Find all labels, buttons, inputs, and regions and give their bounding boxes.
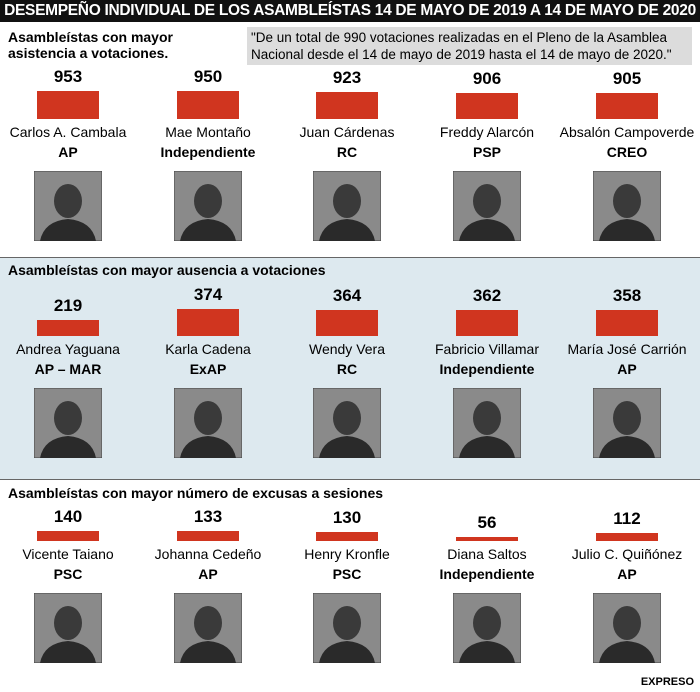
bar <box>316 309 378 336</box>
portrait <box>593 388 661 458</box>
party-label: Independiente <box>439 566 535 582</box>
portrait <box>34 388 102 458</box>
name-label: Carlos A. Cambala <box>9 124 127 140</box>
portrait <box>453 171 521 241</box>
section-title: Asambleístas con mayor ausencia a votaci… <box>8 262 326 278</box>
value-label: 358 <box>612 286 642 306</box>
portrait <box>174 388 242 458</box>
party-label: PSC <box>53 566 83 582</box>
portrait <box>34 593 102 663</box>
bar <box>456 536 518 541</box>
portrait <box>453 388 521 458</box>
value-label: 362 <box>472 285 502 305</box>
name-label: Juan Cárdenas <box>299 124 395 140</box>
name-label: Julio C. Quiñónez <box>571 546 683 562</box>
bar <box>596 310 658 336</box>
bar <box>37 530 99 541</box>
bar <box>316 531 378 541</box>
party-label: AP <box>617 566 637 582</box>
value-label: 133 <box>193 507 223 527</box>
value-label: 906 <box>472 68 502 88</box>
value-label: 219 <box>53 296 83 316</box>
name-label: Wendy Vera <box>308 341 385 357</box>
bar <box>456 309 518 336</box>
party-label: PSC <box>332 566 362 582</box>
portrait <box>174 593 242 663</box>
name-label: Andrea Yaguana <box>16 341 120 357</box>
party-label: CREO <box>606 144 648 160</box>
section-title: Asambleístas con mayor asistencia a vota… <box>8 29 173 61</box>
footer: EXPRESO <box>640 676 694 688</box>
value-label: 905 <box>612 68 642 88</box>
bar <box>596 92 658 119</box>
portrait <box>34 171 102 241</box>
value-label: 112 <box>613 508 641 528</box>
name-label: María José Carrión <box>567 341 687 357</box>
name-label: Karla Cadena <box>165 341 251 357</box>
section-title: Asambleístas con mayor número de excusas… <box>8 485 384 501</box>
portrait <box>313 593 381 663</box>
bar <box>177 531 239 541</box>
party-label: RC <box>336 361 358 377</box>
party-label: AP – MAR <box>34 361 102 377</box>
bar <box>456 92 518 119</box>
value-label: 130 <box>332 507 362 527</box>
value-label: 950 <box>193 67 223 87</box>
name-label: Johanna Cedeño <box>154 546 262 562</box>
value-label: 953 <box>53 67 83 87</box>
value-label: 56 <box>477 512 497 532</box>
portrait <box>593 171 661 241</box>
name-label: Freddy Alarcón <box>439 124 535 140</box>
party-label: Independiente <box>439 361 535 377</box>
party-label: Independiente <box>160 144 256 160</box>
bar <box>316 92 378 119</box>
portrait <box>313 171 381 241</box>
party-label: ExAP <box>189 361 227 377</box>
value-label: 364 <box>332 285 362 305</box>
value-label: 374 <box>193 284 223 304</box>
name-label: Absalón Campoverde <box>559 124 695 140</box>
value-label: 140 <box>53 506 83 526</box>
bar <box>37 91 99 119</box>
bar <box>177 308 239 336</box>
party-label: AP <box>58 144 78 160</box>
party-label: AP <box>617 361 637 377</box>
bar <box>596 532 658 541</box>
portrait <box>174 171 242 241</box>
portrait <box>593 593 661 663</box>
name-label: Mae Montaño <box>165 124 251 140</box>
name-label: Fabricio Villamar <box>435 341 539 357</box>
party-label: RC <box>336 144 358 160</box>
value-label: 923 <box>332 68 362 88</box>
portrait <box>313 388 381 458</box>
title: DESEMPEÑO INDIVIDUAL DE LOS ASAMBLEÍSTAS… <box>0 0 700 22</box>
name-label: Vicente Taiano <box>22 546 114 562</box>
name-label: Diana Saltos <box>447 546 527 562</box>
party-label: AP <box>198 566 218 582</box>
party-label: PSP <box>472 144 501 160</box>
bar <box>37 320 99 336</box>
portrait <box>453 593 521 663</box>
bar <box>177 91 239 119</box>
name-label: Henry Kronfle <box>304 546 390 562</box>
note: "De un total de 990 votaciones realizada… <box>247 27 692 65</box>
